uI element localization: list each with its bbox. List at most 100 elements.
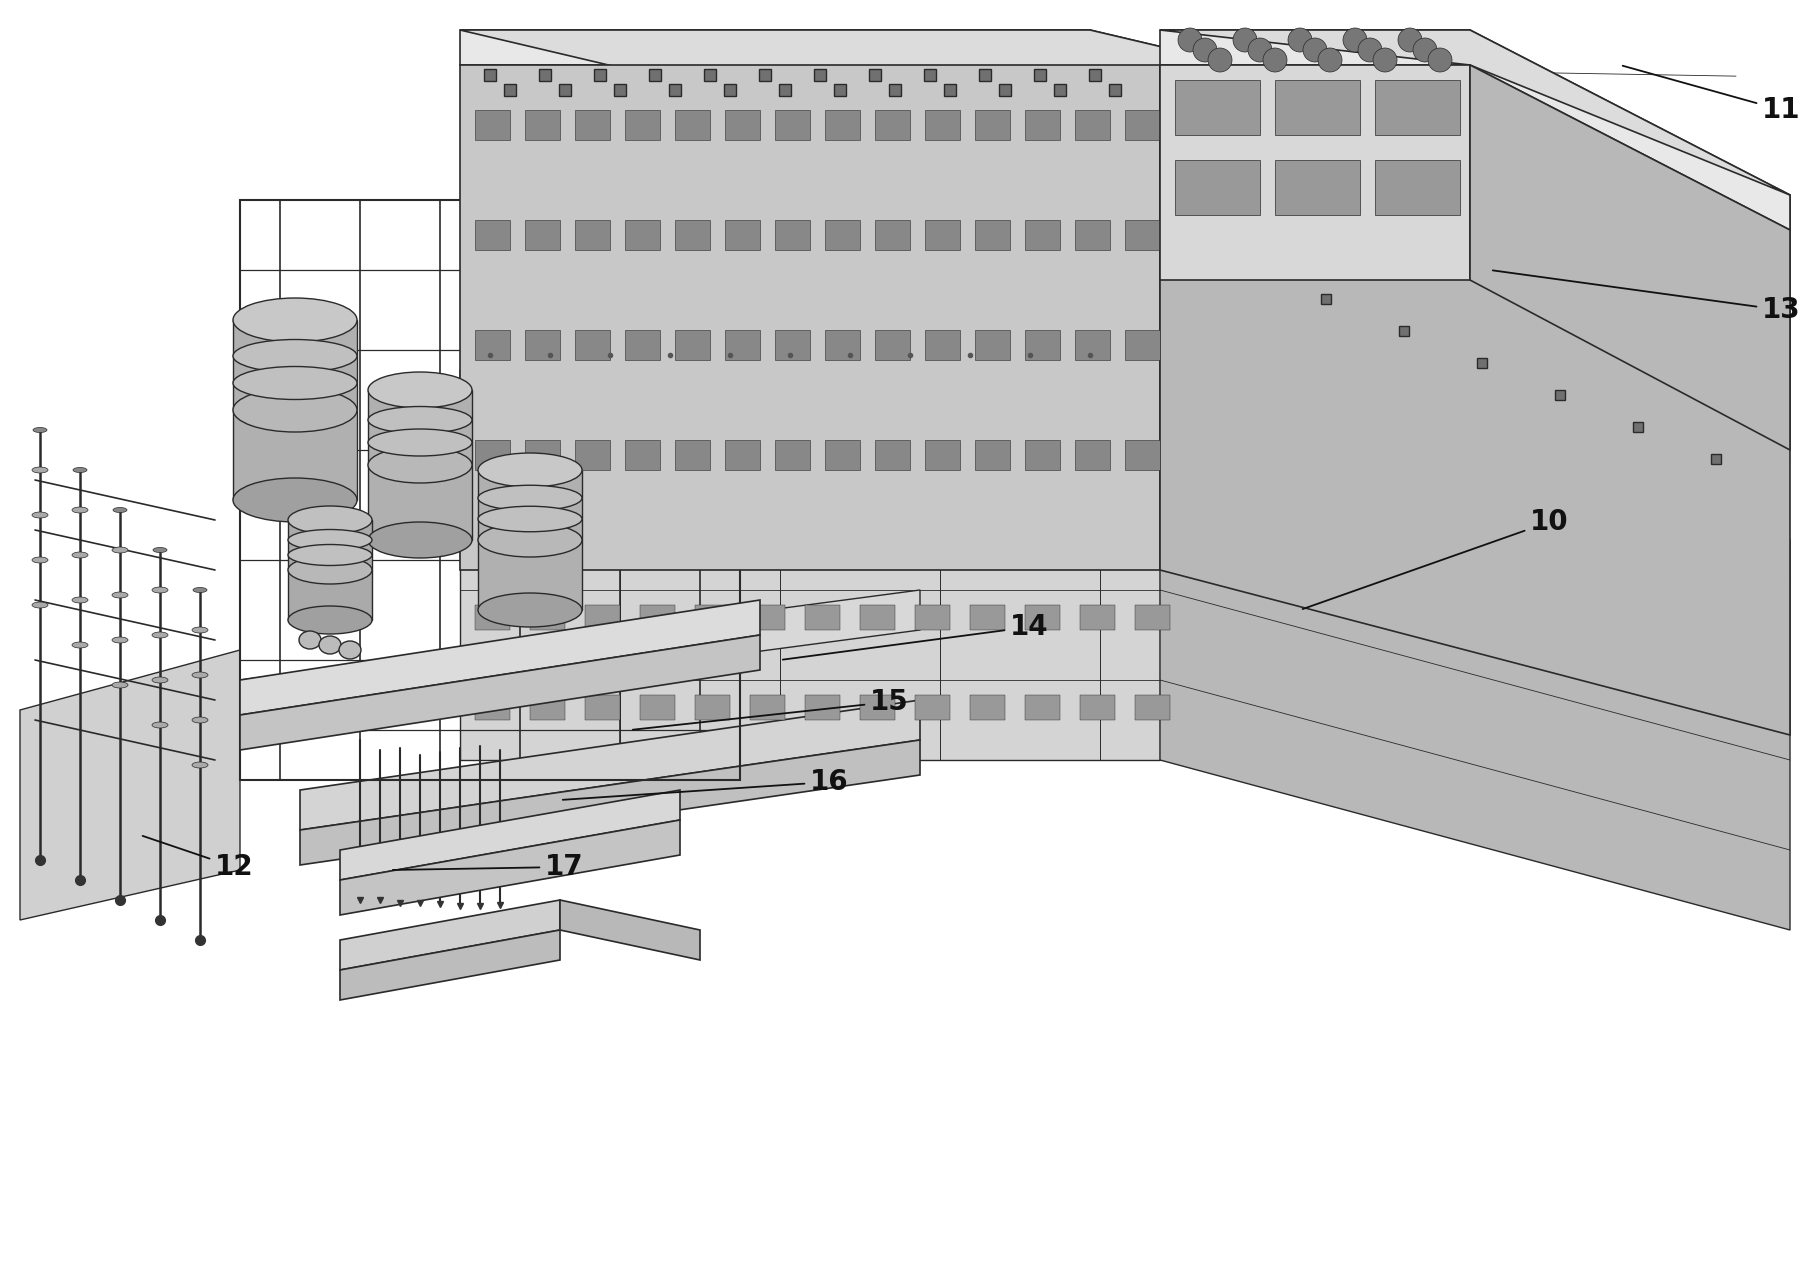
Bar xyxy=(625,220,660,250)
Polygon shape xyxy=(1160,65,1789,735)
Ellipse shape xyxy=(479,593,582,627)
Bar xyxy=(484,69,497,81)
Polygon shape xyxy=(461,30,1789,230)
Bar xyxy=(975,220,1010,250)
Bar xyxy=(751,695,785,720)
Ellipse shape xyxy=(152,722,169,728)
Bar xyxy=(586,695,620,720)
Polygon shape xyxy=(461,410,1160,760)
Bar xyxy=(916,515,950,541)
Bar xyxy=(1024,695,1061,720)
Bar xyxy=(475,515,509,541)
Ellipse shape xyxy=(288,607,372,634)
Bar xyxy=(694,425,731,450)
Bar xyxy=(725,440,760,470)
Bar xyxy=(780,84,790,96)
Ellipse shape xyxy=(339,641,361,659)
Ellipse shape xyxy=(368,406,471,434)
Bar xyxy=(859,695,896,720)
Bar xyxy=(475,605,509,629)
Bar xyxy=(538,69,551,81)
Bar xyxy=(586,515,620,541)
Bar xyxy=(916,695,950,720)
Bar xyxy=(1075,440,1110,470)
Bar xyxy=(1275,160,1360,214)
Bar xyxy=(970,515,1004,541)
Bar xyxy=(1024,220,1061,250)
Bar xyxy=(526,110,560,140)
Bar xyxy=(805,605,839,629)
Bar xyxy=(1075,110,1110,140)
Ellipse shape xyxy=(192,761,208,768)
Bar xyxy=(475,330,509,360)
Bar xyxy=(1033,69,1046,81)
Bar xyxy=(859,425,896,450)
Bar xyxy=(725,110,760,140)
Bar xyxy=(975,440,1010,470)
Bar xyxy=(1556,390,1565,400)
Bar xyxy=(1090,69,1100,81)
Bar xyxy=(868,69,881,81)
Bar xyxy=(805,425,839,450)
Bar xyxy=(640,425,674,450)
Bar xyxy=(575,110,609,140)
Bar xyxy=(586,605,620,629)
Bar xyxy=(694,605,731,629)
Circle shape xyxy=(1207,48,1233,72)
Bar xyxy=(669,84,682,96)
Circle shape xyxy=(1247,38,1273,62)
Bar xyxy=(774,220,810,250)
Bar xyxy=(979,69,992,81)
Bar xyxy=(575,330,609,360)
Bar xyxy=(859,515,896,541)
Polygon shape xyxy=(1160,30,1789,230)
Polygon shape xyxy=(461,65,1160,570)
Text: 12: 12 xyxy=(143,836,254,881)
Bar xyxy=(1081,515,1115,541)
Bar xyxy=(888,84,901,96)
Bar xyxy=(529,605,566,629)
Polygon shape xyxy=(341,900,560,970)
Polygon shape xyxy=(20,650,239,920)
Bar xyxy=(575,440,609,470)
Ellipse shape xyxy=(152,547,167,552)
Bar xyxy=(876,110,910,140)
Polygon shape xyxy=(239,600,760,714)
Bar xyxy=(1024,425,1061,450)
Bar xyxy=(674,440,711,470)
Bar xyxy=(1126,220,1160,250)
Ellipse shape xyxy=(112,508,127,513)
Bar xyxy=(1024,330,1061,360)
Ellipse shape xyxy=(73,467,87,472)
Ellipse shape xyxy=(319,636,341,654)
Bar xyxy=(529,695,566,720)
Bar xyxy=(825,330,859,360)
Ellipse shape xyxy=(479,485,582,510)
Circle shape xyxy=(1193,38,1217,62)
Circle shape xyxy=(1287,28,1313,52)
Bar xyxy=(526,330,560,360)
Circle shape xyxy=(1398,28,1421,52)
Bar xyxy=(640,605,674,629)
Bar xyxy=(945,84,955,96)
Bar xyxy=(558,84,571,96)
Ellipse shape xyxy=(33,557,47,563)
Bar xyxy=(504,84,517,96)
Bar xyxy=(615,84,625,96)
Ellipse shape xyxy=(33,467,47,473)
Bar xyxy=(1075,330,1110,360)
Bar xyxy=(1374,80,1459,135)
Bar xyxy=(1024,110,1061,140)
Ellipse shape xyxy=(368,522,471,558)
Bar xyxy=(674,220,711,250)
Ellipse shape xyxy=(192,717,208,723)
Bar xyxy=(1024,605,1061,629)
Polygon shape xyxy=(239,634,760,750)
Ellipse shape xyxy=(288,506,372,534)
Ellipse shape xyxy=(368,372,471,409)
Bar xyxy=(674,330,711,360)
Bar xyxy=(625,440,660,470)
Ellipse shape xyxy=(192,588,207,593)
Bar xyxy=(1275,80,1360,135)
Bar xyxy=(814,69,827,81)
